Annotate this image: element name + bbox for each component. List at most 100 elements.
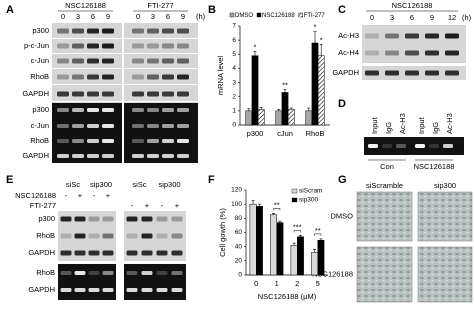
- band: [132, 91, 144, 97]
- band: [156, 216, 168, 222]
- band: [72, 74, 84, 80]
- lane-label: IgG: [384, 122, 393, 134]
- x-tick-label: 1: [275, 279, 279, 288]
- bar: [317, 55, 325, 126]
- band: [126, 288, 138, 292]
- band: [156, 250, 168, 256]
- y-tick-label: 2: [232, 93, 236, 100]
- group-label: NSC126188: [65, 1, 106, 10]
- band: [385, 50, 399, 56]
- significance: *: [314, 23, 317, 32]
- band: [88, 271, 100, 275]
- band: [102, 271, 114, 275]
- band: [147, 154, 159, 158]
- band: [57, 43, 69, 49]
- band: [102, 250, 114, 256]
- time-label: 12: [448, 13, 456, 22]
- sign: -: [131, 201, 134, 210]
- band: [443, 144, 453, 148]
- row-label: c-Jun: [31, 121, 49, 130]
- band: [72, 124, 84, 128]
- band: [156, 271, 168, 275]
- legend-label: FTI-277: [304, 13, 326, 19]
- band: [102, 216, 114, 222]
- band: [88, 233, 100, 239]
- band: [72, 108, 84, 112]
- time-label: 3: [76, 12, 80, 21]
- band: [396, 144, 406, 148]
- band: [88, 250, 100, 256]
- group-label: Con: [380, 162, 394, 171]
- time-label: 3: [390, 13, 394, 22]
- time-label: 6: [166, 12, 170, 21]
- group-label: NSC126188: [414, 162, 455, 171]
- sign: -: [93, 191, 96, 200]
- band: [162, 43, 174, 49]
- significance-bracket: [273, 208, 281, 211]
- band: [425, 50, 439, 56]
- band: [405, 33, 419, 39]
- band: [57, 91, 69, 97]
- band: [102, 233, 114, 239]
- band: [365, 70, 379, 76]
- y-tick-label: 0: [238, 272, 242, 279]
- group-label: NSC126188: [392, 1, 433, 10]
- band: [147, 91, 159, 97]
- x-tick-label: 5: [316, 279, 320, 288]
- band: [156, 233, 168, 239]
- sign: -: [161, 201, 164, 210]
- legend-swatch: [256, 12, 262, 18]
- band: [177, 108, 189, 112]
- band: [177, 154, 189, 158]
- band: [57, 74, 69, 80]
- y-tick-label: 5: [232, 51, 236, 58]
- y-tick-label: 40: [235, 243, 243, 250]
- band: [141, 271, 153, 275]
- band: [162, 58, 174, 64]
- band: [87, 108, 99, 112]
- band: [162, 124, 174, 128]
- panel-label: D: [338, 98, 346, 110]
- band: [87, 91, 99, 97]
- band: [57, 108, 69, 112]
- bar: [251, 55, 259, 126]
- band: [87, 43, 99, 49]
- row-label: Ac-H3: [338, 31, 359, 40]
- legend-label: sip300: [299, 197, 319, 204]
- band: [141, 233, 153, 239]
- band: [102, 288, 114, 292]
- band: [102, 74, 114, 80]
- band: [88, 216, 100, 222]
- micrograph: [356, 246, 413, 303]
- lane-label: Ac-H3: [445, 113, 454, 134]
- legend-swatch: [291, 188, 298, 194]
- band: [72, 58, 84, 64]
- band: [162, 108, 174, 112]
- time-label: 9: [181, 12, 185, 21]
- time-label: 9: [430, 13, 434, 22]
- band: [382, 144, 392, 148]
- row-label: RhoB: [36, 268, 55, 277]
- row-label: NSC126188: [312, 269, 353, 278]
- x-tick-label: RhoB: [306, 129, 325, 138]
- legend-swatch: [291, 197, 298, 203]
- y-axis-title: mRNA level: [216, 56, 225, 96]
- band: [171, 250, 183, 256]
- band: [132, 124, 144, 128]
- time-label: 0: [370, 13, 374, 22]
- column-label: siScramble: [366, 181, 403, 190]
- bar: [311, 252, 318, 276]
- row-label: GAPDH: [332, 68, 359, 77]
- band: [147, 74, 159, 80]
- x-tick-label: p300: [247, 129, 264, 138]
- gel: [52, 103, 198, 163]
- band: [385, 70, 399, 76]
- legend-label: siScram: [299, 188, 322, 195]
- legend-label: DMSO: [235, 13, 253, 19]
- band: [171, 288, 183, 292]
- band: [429, 144, 439, 148]
- band: [162, 154, 174, 158]
- band: [88, 288, 100, 292]
- band: [132, 108, 144, 112]
